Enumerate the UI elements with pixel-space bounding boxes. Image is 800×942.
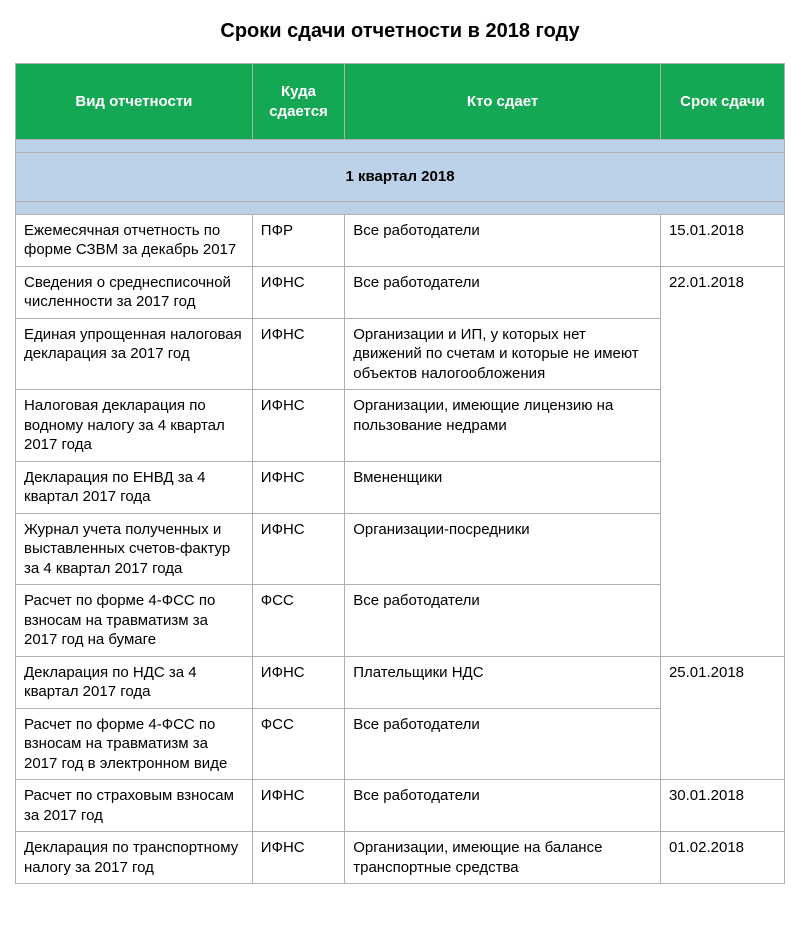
cell-where: ИФНС	[252, 318, 344, 390]
table-row: Сведения о среднесписочной численности з…	[16, 266, 785, 318]
cell-type: Декларация по транспортному налогу за 20…	[16, 832, 253, 884]
cell-date: 25.01.2018	[660, 656, 784, 780]
cell-type: Ежемесячная отчетность по форме СЗВМ за …	[16, 214, 253, 266]
cell-where: ИФНС	[252, 656, 344, 708]
table-row: Декларация по НДС за 4 квартал 2017 года…	[16, 656, 785, 708]
cell-where: ИФНС	[252, 461, 344, 513]
table-header-row: Вид отчетности Куда сдается Кто сдает Ср…	[16, 64, 785, 140]
table-row: Декларация по транспортному налогу за 20…	[16, 832, 785, 884]
cell-who: Плательщики НДС	[345, 656, 661, 708]
cell-where: ИФНС	[252, 390, 344, 462]
cell-type: Единая упрощенная налоговая декларация з…	[16, 318, 253, 390]
cell-type: Расчет по страховым взносам за 2017 год	[16, 780, 253, 832]
cell-where: ИФНС	[252, 780, 344, 832]
spacer-row	[16, 140, 785, 153]
section-row: 1 квартал 2018	[16, 153, 785, 202]
col-deadline: Срок сдачи	[660, 64, 784, 140]
table-row: Расчет по страховым взносам за 2017 год …	[16, 780, 785, 832]
cell-type: Декларация по ЕНВД за 4 квартал 2017 год…	[16, 461, 253, 513]
cell-who: Организации, имеющие на балансе транспор…	[345, 832, 661, 884]
cell-who: Организации и ИП, у которых нет движений…	[345, 318, 661, 390]
cell-who: Организации, имеющие лицензию на пользов…	[345, 390, 661, 462]
cell-who: Все работодатели	[345, 266, 661, 318]
cell-where: ИФНС	[252, 266, 344, 318]
cell-where: ФСС	[252, 585, 344, 657]
cell-type: Сведения о среднесписочной численности з…	[16, 266, 253, 318]
cell-date: 15.01.2018	[660, 214, 784, 266]
cell-where: ПФР	[252, 214, 344, 266]
table-row: Ежемесячная отчетность по форме СЗВМ за …	[16, 214, 785, 266]
cell-date: 22.01.2018	[660, 266, 784, 656]
col-who: Кто сдает	[345, 64, 661, 140]
report-table: Вид отчетности Куда сдается Кто сдает Ср…	[15, 63, 785, 884]
cell-type: Журнал учета полученных и выставленных с…	[16, 513, 253, 585]
cell-where: ИФНС	[252, 832, 344, 884]
page-title: Сроки сдачи отчетности в 2018 году	[15, 20, 785, 43]
cell-type: Расчет по форме 4-ФСС по взносам на трав…	[16, 708, 253, 780]
cell-who: Все работодатели	[345, 708, 661, 780]
cell-date: 01.02.2018	[660, 832, 784, 884]
spacer-row	[16, 201, 785, 214]
cell-where: ФСС	[252, 708, 344, 780]
cell-type: Расчет по форме 4-ФСС по взносам на трав…	[16, 585, 253, 657]
cell-who: Все работодатели	[345, 585, 661, 657]
cell-who: Все работодатели	[345, 780, 661, 832]
cell-type: Декларация по НДС за 4 квартал 2017 года	[16, 656, 253, 708]
col-where: Куда сдается	[252, 64, 344, 140]
cell-type: Налоговая декларация по водному налогу з…	[16, 390, 253, 462]
cell-where: ИФНС	[252, 513, 344, 585]
cell-who: Организации-посредники	[345, 513, 661, 585]
section-label: 1 квартал 2018	[16, 153, 785, 202]
col-report-type: Вид отчетности	[16, 64, 253, 140]
cell-date: 30.01.2018	[660, 780, 784, 832]
cell-who: Все работодатели	[345, 214, 661, 266]
cell-who: Вмененщики	[345, 461, 661, 513]
